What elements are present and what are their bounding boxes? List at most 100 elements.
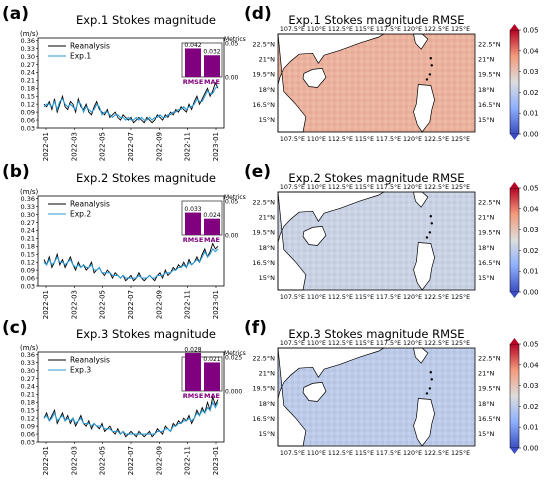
y-tick-label: 0.24 [21, 383, 35, 391]
y-tick-label: 0.33 [21, 203, 35, 211]
lat-label-left: 15°N [259, 274, 276, 282]
lon-label-bottom: 122.5°E [424, 135, 449, 143]
colorbar-tick-label: 0.00 [523, 131, 539, 139]
metric-bar-rmse [185, 352, 201, 391]
metric-value-label: 0.032 [203, 49, 220, 56]
metrics-label: Metrics [224, 350, 246, 357]
colorbar-extend-bottom [510, 134, 519, 140]
lon-label-bottom: 120°E [403, 135, 422, 143]
map-frame [277, 191, 476, 291]
y-tick-label: 0.09 [21, 108, 35, 116]
lon-label-top: 125°E [451, 25, 470, 33]
island-dot [429, 371, 432, 374]
lat-label-left: 19.5°N [252, 229, 275, 237]
lat-label-left: 16.5°N [252, 101, 275, 109]
lon-label-top: 107.5°E [280, 183, 305, 191]
x-tick-label: 2022-01 [42, 132, 50, 161]
land-mainland [277, 347, 385, 447]
y-tick-label: 0.21 [21, 391, 35, 399]
panel-label-e: (e) [244, 162, 272, 182]
metric-bar-label: RMSE [183, 392, 204, 400]
colorbar-extend-top [510, 182, 519, 188]
legend-label: Reanalysis [70, 42, 110, 51]
x-tick-label: 2022-03 [70, 446, 78, 475]
x-tick-label: 2023-01 [212, 446, 220, 475]
y-tick-label: 0.33 [21, 359, 35, 367]
land-hainan [302, 382, 327, 402]
colorbar-tick-label: 0.01 [523, 424, 539, 432]
lat-label-left: 16.5°N [252, 415, 275, 423]
y-tick-label: 0.09 [21, 422, 35, 430]
metrics-label: Metrics [224, 36, 246, 43]
y-tick-label: 0.24 [21, 69, 35, 77]
lat-label-right: 16.5°N [478, 259, 501, 267]
metric-value-label: 0.028 [184, 346, 201, 353]
map-title: Exp.3 Stokes magnitude RMSE [288, 327, 464, 341]
lat-label-left: 21°N [259, 369, 276, 377]
lon-label-bottom: 110°E [307, 135, 326, 143]
metrics-axis-tick: 0.00 [225, 75, 239, 82]
legend-label: Exp.1 [70, 52, 91, 61]
colorbar [509, 187, 520, 293]
lat-label-right: 22.5°N [478, 40, 501, 48]
y-tick-label: 0.33 [21, 45, 35, 53]
x-tick-label: 2023-01 [212, 290, 220, 319]
line-panel-1: Exp.1 Stokes magnitude(m/s)0.360.330.300… [20, 13, 246, 161]
panel-label-a: (a) [2, 4, 30, 24]
land-mainland [277, 191, 385, 291]
y-tick-label: 0.03 [21, 438, 35, 446]
colorbar-tick-label: 0.05 [523, 341, 539, 349]
lon-label-bottom: 122.5°E [424, 449, 449, 457]
panel-label-f: (f) [244, 318, 267, 338]
land-luzon [413, 242, 435, 291]
x-tick-label: 2022-07 [127, 446, 135, 475]
y-tick-label: 0.24 [21, 227, 35, 235]
lon-label-top: 120°E [403, 25, 422, 33]
lon-label-bottom: 117.5°E [376, 135, 401, 143]
legend-label: Exp.2 [70, 210, 91, 219]
lon-label-top: 122.5°E [424, 339, 449, 347]
y-tick-label: 0.27 [21, 375, 35, 383]
colorbar-extend-bottom [510, 292, 519, 298]
lat-label-right: 18°N [478, 86, 495, 94]
panel-label-b: (b) [2, 162, 30, 182]
island-dot [425, 236, 429, 239]
lon-label-top: 107.5°E [280, 339, 305, 347]
lat-label-left: 18°N [259, 244, 276, 252]
lon-label-bottom: 125°E [451, 135, 470, 143]
map-panel-1: Exp.1 Stokes magnitude RMSE107.5°E107.5°… [252, 13, 539, 143]
legend-label: Reanalysis [70, 356, 110, 365]
lon-label-top: 125°E [451, 183, 470, 191]
lon-label-bottom: 107.5°E [280, 293, 305, 301]
metric-value-label: 0.024 [203, 212, 220, 219]
lat-label-right: 15°N [478, 274, 495, 282]
metrics-axis-tick: 0.00 [225, 233, 239, 240]
lon-label-bottom: 125°E [451, 449, 470, 457]
land-hainan [302, 226, 327, 246]
y-tick-label: 0.15 [21, 251, 35, 259]
colorbar-tick-label: 0.03 [523, 226, 539, 234]
lon-label-bottom: 112.5°E [328, 449, 353, 457]
y-tick-label: 0.18 [21, 85, 35, 93]
lon-label-bottom: 125°E [451, 293, 470, 301]
metric-bar-mae [204, 362, 220, 391]
island-dot [430, 64, 433, 67]
lat-label-right: 18°N [478, 244, 495, 252]
line-panel-2: Exp.2 Stokes magnitude(m/s)0.360.330.300… [20, 171, 246, 319]
panel-label-c: (c) [2, 318, 28, 338]
y-tick-label: 0.03 [21, 124, 35, 132]
metric-bar-label: RMSE [183, 236, 204, 244]
island-dot [428, 73, 432, 76]
colorbar-extend-top [510, 338, 519, 344]
colorbar-tick-label: 0.00 [523, 445, 539, 453]
map-title: Exp.1 Stokes magnitude RMSE [288, 13, 464, 27]
colorbar-tick-label: 0.02 [523, 403, 539, 411]
x-tick-label: 2022-09 [155, 290, 163, 319]
lon-label-top: 122.5°E [424, 183, 449, 191]
x-tick-label: 2022-01 [42, 446, 50, 475]
lon-label-top: 112.5°E [328, 183, 353, 191]
y-tick-label: 0.12 [21, 258, 35, 266]
lon-label-bottom: 115°E [355, 135, 374, 143]
y-tick-label: 0.12 [21, 100, 35, 108]
